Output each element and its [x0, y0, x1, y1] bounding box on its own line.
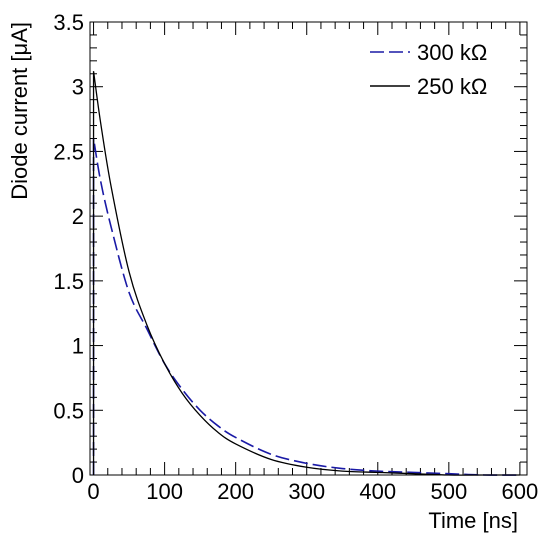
series-line-1: [92, 138, 520, 476]
x-tick-label: 200: [217, 479, 254, 504]
y-tick-label: 0: [72, 463, 84, 488]
y-tick-label: 2: [72, 204, 84, 229]
y-tick-label: 1: [72, 334, 84, 359]
y-tick-label: 0.5: [53, 398, 84, 423]
plot-frame: [89, 21, 528, 476]
x-tick-label: 500: [430, 479, 467, 504]
x-axis-title: Time [ns]: [428, 508, 518, 533]
x-tick-label: 0: [87, 479, 99, 504]
legend-label-2: 250 kΩ: [417, 74, 487, 99]
y-tick-label: 3: [72, 75, 84, 100]
y-axis-title: Diode current [μA]: [7, 22, 32, 200]
legend-label-1: 300 kΩ: [417, 40, 487, 65]
tick-labels: 0 100 200 300 400 500 600 0 0.5 1 1.5 2 2.5 3 3.5: [53, 10, 538, 504]
series-line-2: [92, 71, 520, 476]
x-tick-label: 600: [502, 479, 539, 504]
x-tick-label: 300: [288, 479, 325, 504]
y-tick-label: 2.5: [53, 139, 84, 164]
y-tick-label: 1.5: [53, 269, 84, 294]
y-tick-label: 3.5: [53, 10, 84, 35]
series-layer: [92, 71, 520, 476]
axis-ticks: [90, 21, 527, 476]
legend: 300 kΩ 250 kΩ: [370, 40, 487, 99]
x-tick-label: 400: [359, 479, 396, 504]
x-tick-label: 100: [146, 479, 183, 504]
